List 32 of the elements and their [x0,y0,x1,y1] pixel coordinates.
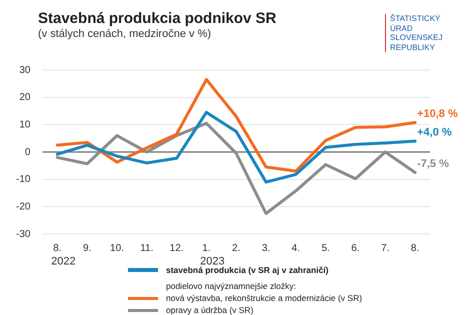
x-tick-label: 5. [321,242,330,254]
y-tick-label: 30 [19,64,31,76]
x-tick-label: 3. [262,242,270,254]
data-label: -7,5 % [417,158,450,170]
legend-label: nová výstavba, rekonštrukcie a modernizácie (v SR) [166,292,362,304]
x-tick-label: 10. [110,242,124,254]
y-tick-label: -10 [16,174,31,186]
y-tick-label: -30 [16,228,31,240]
x-tick-label: 11. [140,242,154,254]
text: 2022 [51,256,76,268]
text: 2023 [200,256,225,268]
chart-subtitle: (v stálych cenách, medziročne v %) [38,28,212,40]
x-tick-label: 7. [381,242,390,254]
data-label: +4,0 % [417,126,452,139]
y-tick-label: 20 [19,92,31,104]
x-tick-label: 12. [170,242,184,254]
y-tick-label: -20 [16,201,31,212]
legend-label: opravy a údržba (v SR) [166,304,254,315]
data-label: +10,8 % [417,108,458,120]
x-tick-label: 4. [292,242,300,254]
x-tick-label: 8. [53,242,62,254]
x-tick-label: 6. [351,242,360,254]
x-tick-label: 8. [410,242,420,254]
x-tick-label: 1. [202,242,211,254]
text: ŠTATISTICKÝ ÚRAD SLOVENSKEJ REPUBLIKY [385,14,452,52]
y-tick-label: 0 [24,146,31,158]
legend-label: stavebná produkcia (v SR aj v zahraničí) [166,265,329,276]
chart-title: Stavebná produkcia podnikov SR [38,10,276,27]
y-tick-label: 10 [19,119,31,130]
x-tick-label: 9. [83,242,92,254]
x-tick-label: 2. [232,242,240,254]
legend-title: podielovo najvýznamnejšie zložky: [166,281,297,292]
